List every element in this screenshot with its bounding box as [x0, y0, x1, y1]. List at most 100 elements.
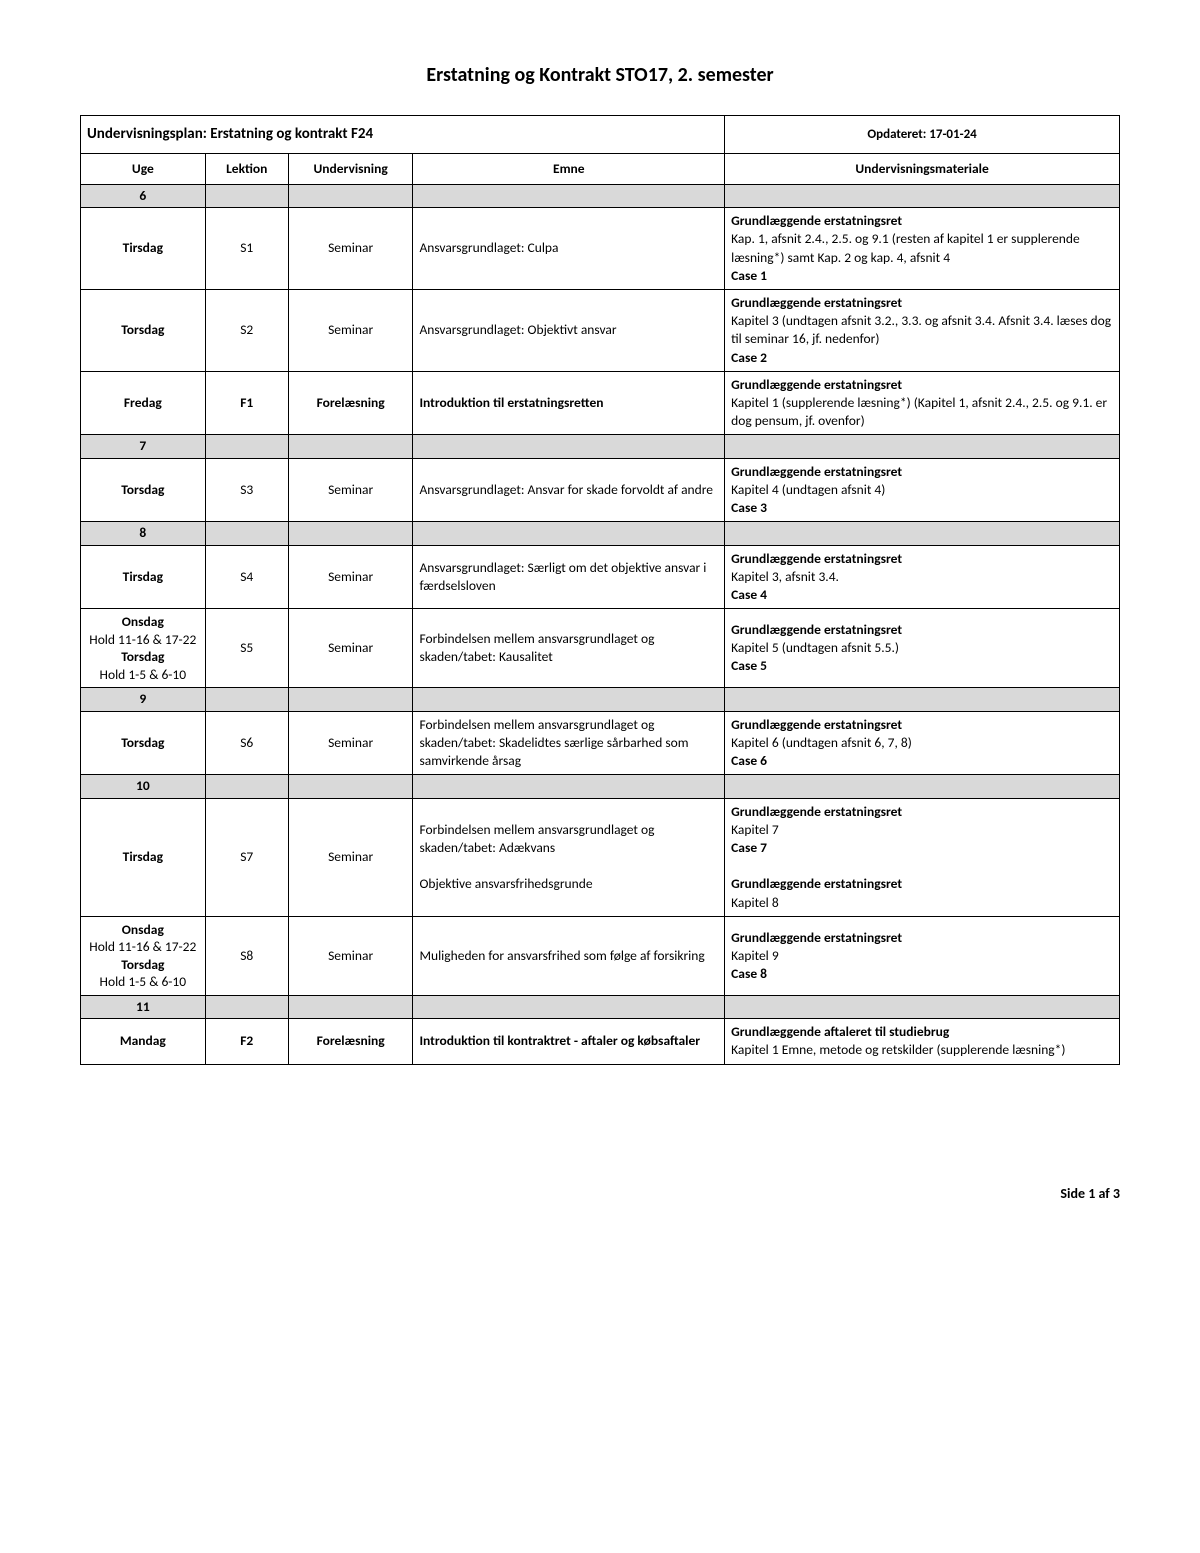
cell-lektion: S2 [205, 289, 288, 371]
col-materiale: Undervisningsmateriale [725, 153, 1120, 184]
week-number: 8 [81, 522, 206, 545]
cell-uge: Fredag [81, 371, 206, 435]
table-row: Fredag F1 Forelæsning Introduktion til e… [81, 371, 1120, 435]
col-undervisning: Undervisning [288, 153, 413, 184]
week-number: 7 [81, 435, 206, 458]
mat-text: Kapitel 5 (undtagen afsnit 5.5.) [731, 639, 899, 656]
week-row: 6 [81, 184, 1120, 207]
mat-text: Kapitel 3 (undtagen afsnit 3.2., 3.3. og… [731, 312, 1111, 347]
week-number: 9 [81, 688, 206, 711]
cell-undervisning: Seminar [288, 711, 413, 775]
mat-title: Grundlæggende erstatningsret [731, 621, 902, 638]
title-row: Undervisningsplan: Erstatning og kontrak… [81, 116, 1120, 153]
cell-uge: Onsdag Hold 11-16 & 17-22 Torsdag Hold 1… [81, 609, 206, 688]
table-row: Onsdag Hold 11-16 & 17-22 Torsdag Hold 1… [81, 609, 1120, 688]
cell-materiale: Grundlæggende erstatningsret Kapitel 7 C… [725, 798, 1120, 916]
mat-case: Case 6 [731, 752, 767, 769]
cell-uge: Torsdag [81, 458, 206, 522]
cell-uge: Torsdag [81, 289, 206, 371]
cell-undervisning: Forelæsning [288, 371, 413, 435]
mat-title: Grundlæggende erstatningsret [731, 803, 902, 820]
mat-title: Grundlæggende erstatningsret [731, 875, 902, 892]
cell-emne: Muligheden for ansvarsfrihed som følge a… [413, 916, 725, 995]
table-row: Torsdag S6 Seminar Forbindelsen mellem a… [81, 711, 1120, 775]
mat-text: Kapitel 8 [731, 894, 779, 911]
cell-undervisning: Seminar [288, 545, 413, 609]
cell-materiale: Grundlæggende erstatningsret Kapitel 9 C… [725, 916, 1120, 995]
mat-case: Case 2 [731, 349, 767, 366]
cell-emne: Introduktion til kontraktret - aftaler o… [413, 1019, 725, 1064]
cell-lektion: S8 [205, 916, 288, 995]
mat-case: Case 4 [731, 586, 767, 603]
table-row: Torsdag S3 Seminar Ansvarsgrundlaget: An… [81, 458, 1120, 522]
cell-undervisning: Seminar [288, 289, 413, 371]
hold-label: Hold 1-5 & 6-10 [100, 973, 187, 990]
table-row: Tirsdag S7 Seminar Forbindelsen mellem a… [81, 798, 1120, 916]
mat-title: Grundlæggende erstatningsret [731, 212, 902, 229]
cell-emne: Ansvarsgrundlaget: Særligt om det objekt… [413, 545, 725, 609]
week-row: 11 [81, 996, 1120, 1019]
cell-lektion: S1 [205, 208, 288, 290]
emne-text: Objektive ansvarsfrihedsgrunde [419, 875, 592, 892]
cell-emne: Ansvarsgrundlaget: Ansvar for skade forv… [413, 458, 725, 522]
cell-materiale: Grundlæggende erstatningsret Kapitel 1 (… [725, 371, 1120, 435]
page-footer: Side 1 af 3 [80, 1185, 1120, 1202]
week-row: 8 [81, 522, 1120, 545]
mat-case: Case 1 [731, 267, 767, 284]
day-label: Onsdag [122, 613, 164, 630]
cell-uge: Mandag [81, 1019, 206, 1064]
col-uge: Uge [81, 153, 206, 184]
cell-emne: Forbindelsen mellem ansvarsgrundlaget og… [413, 711, 725, 775]
emne-text: Forbindelsen mellem ansvarsgrundlaget og… [419, 821, 654, 856]
hold-label: Hold 11-16 & 17-22 [89, 938, 196, 955]
schedule-table: Undervisningsplan: Erstatning og kontrak… [80, 115, 1120, 1064]
cell-emne: Forbindelsen mellem ansvarsgrundlaget og… [413, 609, 725, 688]
plan-title: Undervisningsplan: Erstatning og kontrak… [81, 116, 725, 153]
day-label: Onsdag [122, 921, 164, 938]
week-number: 11 [81, 996, 206, 1019]
mat-text: Kapitel 3, afsnit 3.4. [731, 568, 839, 585]
hold-label: Hold 11-16 & 17-22 [89, 631, 196, 648]
week-row: 9 [81, 688, 1120, 711]
cell-undervisning: Seminar [288, 458, 413, 522]
week-number: 6 [81, 184, 206, 207]
mat-text: Kapitel 6 (undtagen afsnit 6, 7, 8) [731, 734, 912, 751]
mat-text: Kap. 1, afsnit 2.4., 2.5. og 9.1 (resten… [731, 230, 1080, 265]
mat-title: Grundlæggende erstatningsret [731, 294, 902, 311]
day-label: Torsdag [121, 648, 164, 665]
mat-text: Kapitel 9 [731, 947, 779, 964]
week-number: 10 [81, 775, 206, 798]
mat-case: Case 3 [731, 499, 767, 516]
updated-label: Opdateret: 17-01-24 [725, 116, 1120, 153]
cell-materiale: Grundlæggende aftaleret til studiebrug K… [725, 1019, 1120, 1064]
cell-undervisning: Seminar [288, 798, 413, 916]
cell-lektion: S6 [205, 711, 288, 775]
cell-materiale: Grundlæggende erstatningsret Kapitel 5 (… [725, 609, 1120, 688]
mat-text: Kapitel 7 [731, 821, 779, 838]
mat-title: Grundlæggende erstatningsret [731, 376, 902, 393]
day-label: Torsdag [121, 956, 164, 973]
cell-uge: Torsdag [81, 711, 206, 775]
col-lektion: Lektion [205, 153, 288, 184]
cell-materiale: Grundlæggende erstatningsret Kapitel 6 (… [725, 711, 1120, 775]
cell-emne: Ansvarsgrundlaget: Culpa [413, 208, 725, 290]
col-emne: Emne [413, 153, 725, 184]
mat-title: Grundlæggende erstatningsret [731, 550, 902, 567]
week-row: 10 [81, 775, 1120, 798]
mat-case: Case 8 [731, 965, 767, 982]
cell-undervisning: Forelæsning [288, 1019, 413, 1064]
cell-emne: Ansvarsgrundlaget: Objektivt ansvar [413, 289, 725, 371]
cell-materiale: Grundlæggende erstatningsret Kapitel 3 (… [725, 289, 1120, 371]
mat-title: Grundlæggende erstatningsret [731, 716, 902, 733]
header-row: Uge Lektion Undervisning Emne Undervisni… [81, 153, 1120, 184]
mat-title: Grundlæggende erstatningsret [731, 929, 902, 946]
cell-lektion: S3 [205, 458, 288, 522]
cell-materiale: Grundlæggende erstatningsret Kap. 1, afs… [725, 208, 1120, 290]
cell-undervisning: Seminar [288, 609, 413, 688]
cell-lektion: F1 [205, 371, 288, 435]
cell-uge: Tirsdag [81, 545, 206, 609]
table-row: Onsdag Hold 11-16 & 17-22 Torsdag Hold 1… [81, 916, 1120, 995]
mat-text: Kapitel 1 Emne, metode og retskilder (su… [731, 1041, 1065, 1058]
cell-emne: Forbindelsen mellem ansvarsgrundlaget og… [413, 798, 725, 916]
table-row: Mandag F2 Forelæsning Introduktion til k… [81, 1019, 1120, 1064]
